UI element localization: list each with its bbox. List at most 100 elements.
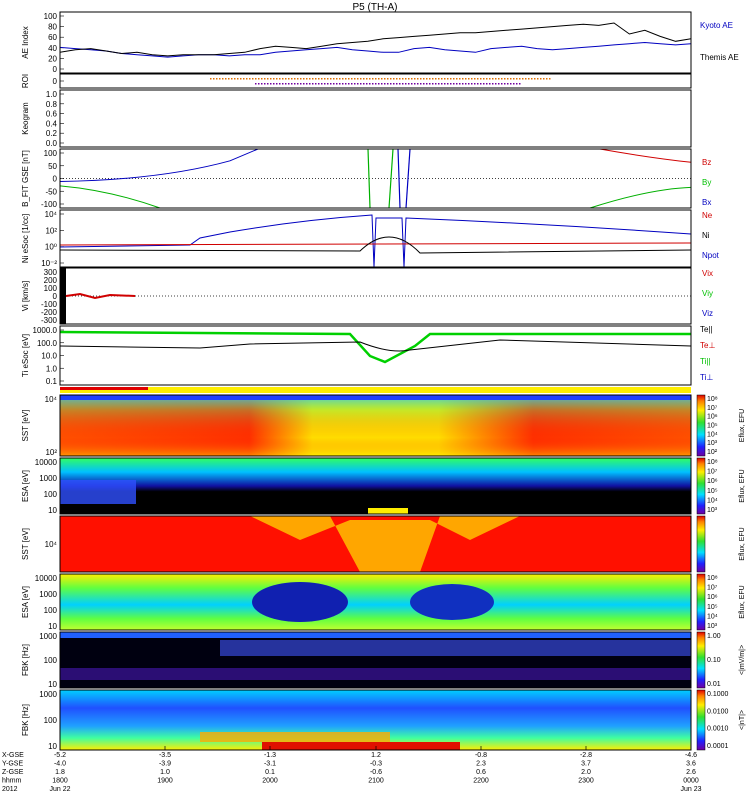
ytick-label: 300 bbox=[44, 268, 58, 277]
panel-ylabel: FBK [Hz] bbox=[21, 704, 30, 736]
roi-dot bbox=[462, 83, 464, 85]
roi-dot bbox=[426, 78, 428, 80]
roi-dot bbox=[333, 78, 335, 80]
roi-dot bbox=[519, 83, 521, 85]
panel-7: 10⁴ 10² SST [eV] bbox=[21, 395, 64, 457]
colorbar-tick: 10⁷ bbox=[707, 585, 718, 592]
xtick-label: 3.7 bbox=[581, 761, 591, 768]
roi-dot bbox=[426, 83, 428, 85]
roi-dot bbox=[306, 83, 308, 85]
roi-dot bbox=[381, 83, 383, 85]
roi-dot bbox=[366, 78, 368, 80]
roi-dot bbox=[408, 83, 410, 85]
roi-dot bbox=[435, 83, 437, 85]
roi-dot bbox=[327, 83, 329, 85]
ni-trace bbox=[59, 236, 692, 254]
colorbar-tick: 10⁷ bbox=[707, 405, 718, 412]
roi-dot bbox=[417, 78, 419, 80]
roi-dot bbox=[231, 78, 233, 80]
ytick-label: 10² bbox=[45, 448, 57, 457]
xaxis-row-label: 2012 bbox=[2, 786, 18, 793]
bx-trace bbox=[59, 148, 259, 182]
ytick-label: 100 bbox=[44, 656, 58, 665]
roi-dot bbox=[441, 83, 443, 85]
roi-dot bbox=[486, 83, 488, 85]
ytick-label: 10² bbox=[45, 226, 57, 235]
roi-dot bbox=[486, 78, 488, 80]
ytick-label: 40 bbox=[48, 44, 57, 53]
roi-dot bbox=[435, 78, 437, 80]
ytick-label: 50 bbox=[48, 162, 57, 171]
ytick-label: 80 bbox=[48, 23, 57, 32]
panel-3: 100 50 0 -50 -100 B_FIT GSE [nT] bbox=[21, 149, 64, 209]
roi-dot bbox=[513, 83, 515, 85]
roi-dot bbox=[483, 83, 485, 85]
by-trace-2 bbox=[589, 186, 692, 209]
roi-dot bbox=[360, 83, 362, 85]
roi-dot bbox=[318, 78, 320, 80]
roi-dot bbox=[465, 78, 467, 80]
roi-dot bbox=[270, 78, 272, 80]
colorbar-tick: 0.10 bbox=[707, 657, 721, 664]
legend-entry: Ti⊥ bbox=[700, 373, 713, 382]
xtick-label: 2.6 bbox=[686, 769, 696, 776]
panel-frame-12 bbox=[59, 689, 692, 751]
panel-ylabel: Keogram bbox=[21, 102, 30, 135]
ytick-label: 100 bbox=[44, 284, 58, 293]
ytick-label: 10000 bbox=[35, 574, 58, 583]
panel-ylabel: Vi [km/s] bbox=[21, 281, 30, 312]
roi-dot bbox=[342, 83, 344, 85]
ytick-label: -50 bbox=[45, 187, 57, 196]
roi-dot bbox=[354, 78, 356, 80]
npot-trace bbox=[59, 214, 692, 268]
roi-dot bbox=[423, 78, 425, 80]
ytick-label: 0 bbox=[53, 175, 58, 184]
roi-dot bbox=[456, 78, 458, 80]
ytick-label: 0.4 bbox=[46, 119, 58, 128]
roi-dot bbox=[261, 78, 263, 80]
xtick-label: -3.9 bbox=[159, 761, 171, 768]
panel-frame-1 bbox=[59, 73, 692, 89]
xtick-label: 1.2 bbox=[371, 752, 381, 759]
roi-dot bbox=[270, 83, 272, 85]
roi-dot bbox=[507, 83, 509, 85]
ytick-label: 1000.0 bbox=[33, 326, 58, 335]
ytick-label: 0.6 bbox=[46, 110, 58, 119]
panel-ylabel: Ti eSoc [eV] bbox=[21, 334, 30, 377]
ytick-label: -100 bbox=[41, 300, 58, 309]
colorbar-tick: 10⁸ bbox=[707, 396, 718, 403]
ytick-label: 100.0 bbox=[37, 339, 58, 348]
roi-dot bbox=[309, 78, 311, 80]
roi-dot bbox=[345, 78, 347, 80]
panel-ylabel: B_FIT GSE [nT] bbox=[21, 150, 30, 207]
b-spike bbox=[388, 148, 394, 209]
te-trace bbox=[59, 339, 692, 352]
roi-dot bbox=[447, 83, 449, 85]
roi-dot bbox=[414, 78, 416, 80]
xtick-label: 0000 bbox=[683, 778, 699, 785]
roi-dot bbox=[237, 78, 239, 80]
roi-dot bbox=[219, 78, 221, 80]
roi-dot bbox=[543, 78, 545, 80]
panel-ylabel: ROI bbox=[21, 74, 30, 88]
roi-dot bbox=[429, 78, 431, 80]
roi-dot bbox=[255, 83, 257, 85]
panel-frame-10 bbox=[59, 573, 692, 631]
panel-4: 10⁴ 10² 10⁰ 10⁻² Ni eSoc [1/cc] bbox=[21, 210, 64, 268]
roi-dot bbox=[330, 83, 332, 85]
roi-dot bbox=[276, 78, 278, 80]
roi-dot bbox=[459, 78, 461, 80]
xtick-label: 2.0 bbox=[581, 769, 591, 776]
xaxis-row-label: Z-GSE bbox=[2, 769, 24, 776]
panel-frame-3 bbox=[59, 148, 692, 209]
roi-dot bbox=[315, 78, 317, 80]
roi-dot bbox=[492, 78, 494, 80]
roi-dot bbox=[534, 78, 536, 80]
roi-dot bbox=[303, 78, 305, 80]
ytick-label: 10 bbox=[48, 742, 57, 751]
roi-dot bbox=[477, 78, 479, 80]
b-spike bbox=[397, 148, 401, 209]
ytick-label: 0.0 bbox=[46, 139, 58, 148]
